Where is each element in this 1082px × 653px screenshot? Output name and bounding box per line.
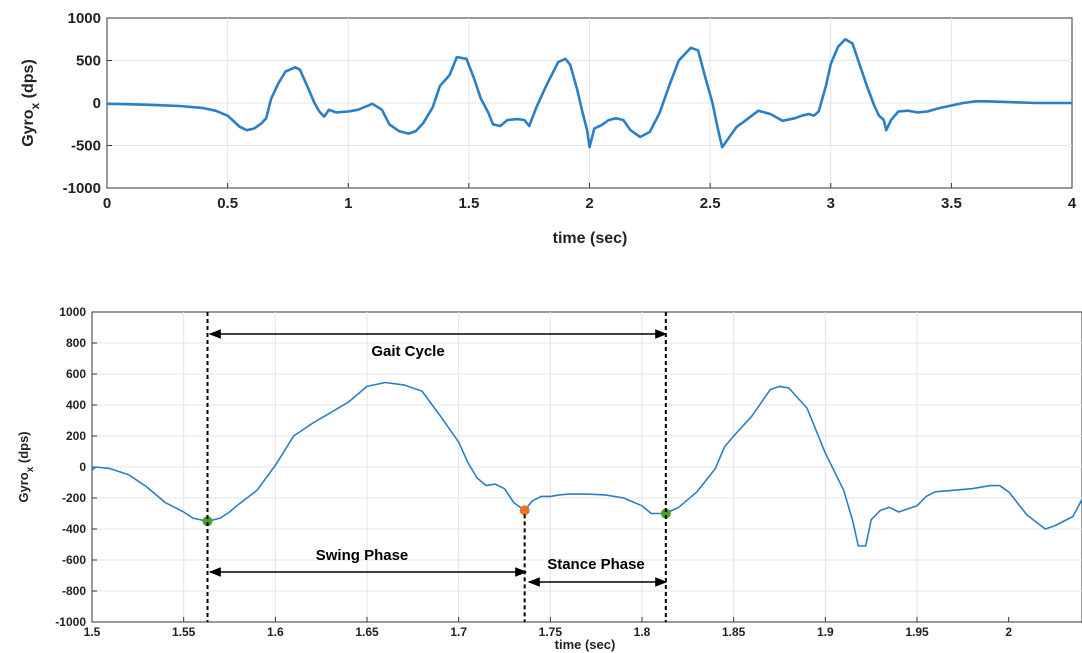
y-tick-label: 1000 <box>59 305 86 319</box>
x-tick-label: 2 <box>1005 625 1012 639</box>
x-tick-label: 3.5 <box>941 195 962 212</box>
y-tick-label: 0 <box>93 95 101 112</box>
x-tick-label: 0.5 <box>217 195 238 212</box>
y-tick-label: 0 <box>79 460 86 474</box>
x-tick-label: 1.6 <box>267 625 284 639</box>
y-tick-label: -1000 <box>55 615 86 629</box>
top-y-axis-label: Gyrox (dps) <box>20 59 42 147</box>
x-tick-label: 1 <box>344 195 352 212</box>
y-tick-label: -800 <box>62 584 86 598</box>
top-y-tick-labels: -1000 -500 0 500 1000 <box>63 10 101 197</box>
y-tick-label: -400 <box>62 522 86 536</box>
x-tick-label: 1.65 <box>355 625 379 639</box>
gait-cycle-label: Gait Cycle <box>371 343 444 360</box>
bottom-y-axis-label-main: Gyro <box>16 472 31 502</box>
top-chart: -1000 -500 0 500 1000 0 0.5 1 1.5 2 2.5 3 3.5 4 time… <box>20 10 1077 247</box>
gait-event-marker <box>202 516 213 527</box>
bottom-y-axis-label-unit: (dps) <box>16 431 31 466</box>
x-tick-label: 0 <box>103 195 111 212</box>
y-tick-label: 400 <box>66 398 86 412</box>
gait-annotations: Gait Cycle Swing Phase Stance Phase <box>208 329 668 587</box>
bottom-y-tick-labels: -1000 -800 -600 -400 -200 0 200 400 600 800 1000 <box>55 305 86 629</box>
x-tick-label: 1.9 <box>817 625 834 639</box>
x-tick-label: 2.5 <box>700 195 721 212</box>
y-tick-label: -500 <box>71 138 101 155</box>
y-tick-label: 600 <box>66 367 86 381</box>
gait-event-markers <box>202 312 671 622</box>
top-series-line <box>106 38 1072 149</box>
y-tick-label: 200 <box>66 429 86 443</box>
bottom-chart: -1000 -800 -600 -400 -200 0 200 400 600 800 1000 1… <box>16 305 1082 652</box>
bottom-y-axis-label-sub: x <box>25 466 36 472</box>
top-y-axis-label-unit: (dps) <box>20 59 37 103</box>
x-tick-label: 3 <box>827 195 835 212</box>
swing-phase-label: Swing Phase <box>316 547 409 564</box>
gait-event-marker <box>660 508 671 519</box>
x-tick-label: 1.8 <box>634 625 651 639</box>
top-y-axis-label-main: Gyro <box>20 109 37 147</box>
y-tick-label: 800 <box>66 336 86 350</box>
x-tick-label: 1.85 <box>722 625 746 639</box>
x-tick-label: 2 <box>585 195 593 212</box>
y-tick-label: 500 <box>76 53 101 70</box>
top-x-tick-labels: 0 0.5 1 1.5 2 2.5 3 3.5 4 <box>103 195 1077 212</box>
x-tick-label: 1.75 <box>539 625 563 639</box>
y-tick-label: -600 <box>62 553 86 567</box>
x-tick-label: 4 <box>1068 195 1077 212</box>
gait-event-marker <box>519 505 530 516</box>
bottom-x-axis-label: time (sec) <box>555 637 616 652</box>
x-tick-label: 1.7 <box>450 625 467 639</box>
x-tick-label: 1.95 <box>905 625 929 639</box>
stance-phase-label: Stance Phase <box>547 556 645 573</box>
x-tick-label: 1.5 <box>84 625 101 639</box>
top-y-axis-label-sub: x <box>28 102 42 109</box>
x-tick-label: 1.5 <box>458 195 479 212</box>
bottom-y-axis-label: Gyrox (dps) <box>16 431 36 502</box>
bottom-gridlines <box>91 311 1082 623</box>
x-tick-label: 1.55 <box>172 625 196 639</box>
bottom-series-line <box>91 381 1082 547</box>
y-tick-label: 1000 <box>68 10 101 27</box>
y-tick-label: -200 <box>62 491 86 505</box>
bottom-x-tick-labels: 1.5 1.55 1.6 1.65 1.7 1.75 1.8 1.85 1.9 1.95 2 <box>84 625 1013 639</box>
y-tick-label: -1000 <box>63 180 101 197</box>
top-x-axis-label: time (sec) <box>553 230 628 247</box>
